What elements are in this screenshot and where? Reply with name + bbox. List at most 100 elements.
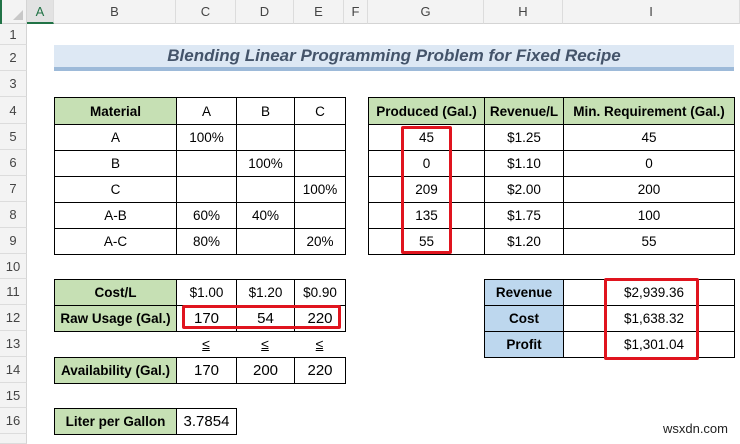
row-header-10[interactable]: 10 <box>0 254 27 279</box>
column-header-h[interactable]: H <box>484 0 563 24</box>
table-header-row: Material A B C <box>54 97 346 125</box>
cell-produced[interactable]: 0 <box>368 150 485 177</box>
leq-symbol-b: ≤ <box>261 336 269 352</box>
usage-label[interactable]: Raw Usage (Gal.) <box>54 305 177 332</box>
row-header-5[interactable]: 5 <box>0 124 27 150</box>
profit-value[interactable]: $1,301.04 <box>606 331 702 358</box>
row-header-6[interactable]: 6 <box>0 150 27 176</box>
table-row-availability: Availability (Gal.) 170 200 220 <box>54 357 346 384</box>
header-min-requirement[interactable]: Min. Requirement (Gal.) <box>563 97 735 125</box>
recipe-table: Material A B C A 100% B 100% C 100% A-B … <box>54 97 346 255</box>
leq-symbol-a: ≤ <box>202 336 210 352</box>
row-header-16[interactable]: 16 <box>0 408 27 434</box>
cell[interactable]: 80% <box>176 228 237 255</box>
empty-cell[interactable] <box>563 305 607 332</box>
cost-label[interactable]: Cost/L <box>54 279 177 306</box>
header-produced[interactable]: Produced (Gal.) <box>368 97 485 125</box>
cell[interactable] <box>176 176 237 203</box>
revenue-label[interactable]: Revenue <box>484 279 564 306</box>
cell-produced[interactable]: 55 <box>368 228 485 255</box>
cell[interactable]: C <box>54 176 177 203</box>
cell[interactable] <box>236 176 295 203</box>
cell[interactable] <box>294 124 346 151</box>
cell[interactable]: 20% <box>294 228 346 255</box>
table-row-cost: Cost/L $1.00 $1.20 $0.90 <box>54 279 346 306</box>
cell-min-requirement[interactable]: 200 <box>563 176 735 203</box>
cell-availability-c[interactable]: 220 <box>294 357 346 384</box>
header-revenue-per-liter[interactable]: Revenue/L <box>484 97 564 125</box>
column-header-e[interactable]: E <box>294 0 344 24</box>
empty-cell[interactable] <box>701 331 735 358</box>
table-header-row: Produced (Gal.) Revenue/L Min. Requireme… <box>368 97 735 125</box>
cell-revenue[interactable]: $1.10 <box>484 150 564 177</box>
cell-cost-b[interactable]: $1.20 <box>236 279 295 306</box>
cell[interactable]: 100% <box>236 150 295 177</box>
column-header-a[interactable]: A <box>27 0 54 24</box>
cell[interactable]: B <box>54 150 177 177</box>
empty-cell[interactable] <box>701 279 735 306</box>
row-header-8[interactable]: 8 <box>0 202 27 228</box>
empty-cell[interactable] <box>563 279 607 306</box>
cell-revenue[interactable]: $1.20 <box>484 228 564 255</box>
cell[interactable] <box>294 202 346 229</box>
column-header-b[interactable]: B <box>54 0 176 24</box>
row-header-13[interactable]: 13 <box>0 331 27 357</box>
row-header-14[interactable]: 14 <box>0 357 27 383</box>
cell-min-requirement[interactable]: 55 <box>563 228 735 255</box>
cell[interactable]: 40% <box>236 202 295 229</box>
empty-cell[interactable] <box>563 331 607 358</box>
liter-per-gallon-value[interactable]: 3.7854 <box>176 408 237 435</box>
row-header-11[interactable]: 11 <box>0 279 27 305</box>
cell-availability-b[interactable]: 200 <box>236 357 295 384</box>
cell-min-requirement[interactable]: 100 <box>563 202 735 229</box>
cost-total-label[interactable]: Cost <box>484 305 564 332</box>
cell[interactable]: A-B <box>54 202 177 229</box>
availability-label[interactable]: Availability (Gal.) <box>54 357 177 384</box>
header-material[interactable]: Material <box>54 97 177 125</box>
cell-availability-a[interactable]: 170 <box>176 357 237 384</box>
column-header-g[interactable]: G <box>368 0 484 24</box>
profit-label[interactable]: Profit <box>484 331 564 358</box>
cell-min-requirement[interactable]: 0 <box>563 150 735 177</box>
header-a[interactable]: A <box>176 97 237 125</box>
cell[interactable] <box>176 150 237 177</box>
header-b[interactable]: B <box>236 97 295 125</box>
availability-table: Availability (Gal.) 170 200 220 <box>54 357 346 384</box>
row-header-12[interactable]: 12 <box>0 305 27 331</box>
column-header-i[interactable]: I <box>563 0 740 24</box>
column-header-c[interactable]: C <box>176 0 236 24</box>
row-header-1[interactable]: 1 <box>0 24 27 45</box>
cell[interactable] <box>294 150 346 177</box>
cell[interactable]: A <box>54 124 177 151</box>
cell-revenue[interactable]: $2.00 <box>484 176 564 203</box>
row-header-17[interactable] <box>0 434 27 444</box>
cell[interactable]: A-C <box>54 228 177 255</box>
cell[interactable]: 100% <box>176 124 237 151</box>
empty-cell[interactable] <box>701 305 735 332</box>
liter-per-gallon-label[interactable]: Liter per Gallon <box>54 408 177 435</box>
row-header-4[interactable]: 4 <box>0 97 27 124</box>
cell-produced[interactable]: 135 <box>368 202 485 229</box>
row-header-9[interactable]: 9 <box>0 228 27 254</box>
cell[interactable] <box>236 228 295 255</box>
column-header-f[interactable]: F <box>344 0 368 24</box>
row-header-3[interactable]: 3 <box>0 71 27 97</box>
header-c[interactable]: C <box>294 97 346 125</box>
row-header-7[interactable]: 7 <box>0 176 27 202</box>
select-all-corner[interactable] <box>0 0 27 24</box>
cost-usage-table: Cost/L $1.00 $1.20 $0.90 Raw Usage (Gal.… <box>54 279 346 332</box>
cell[interactable]: 60% <box>176 202 237 229</box>
cell[interactable]: 100% <box>294 176 346 203</box>
cell-cost-a[interactable]: $1.00 <box>176 279 237 306</box>
cell[interactable] <box>236 124 295 151</box>
summary-highlight-box <box>604 278 699 360</box>
cell-revenue[interactable]: $1.25 <box>484 124 564 151</box>
row-header-2[interactable]: 2 <box>0 45 27 71</box>
cell-cost-c[interactable]: $0.90 <box>294 279 346 306</box>
cell-revenue[interactable]: $1.75 <box>484 202 564 229</box>
produced-highlight-box <box>401 126 452 254</box>
row-header-15[interactable]: 15 <box>0 383 27 408</box>
cell-min-requirement[interactable]: 45 <box>563 124 735 151</box>
column-header-d[interactable]: D <box>236 0 294 24</box>
summary-row-revenue: Revenue $2,939.36 <box>484 279 735 306</box>
